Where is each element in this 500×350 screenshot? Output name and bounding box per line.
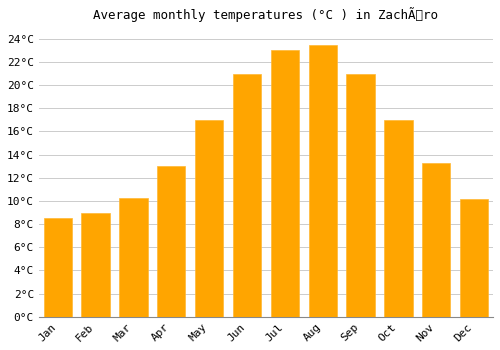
Bar bbox=[422, 163, 450, 317]
Bar bbox=[308, 44, 337, 317]
Bar bbox=[157, 166, 186, 317]
Bar bbox=[195, 120, 224, 317]
Title: Average monthly temperatures (°C ) in ZachÃro: Average monthly temperatures (°C ) in Za… bbox=[94, 7, 438, 22]
Bar bbox=[119, 197, 148, 317]
Bar bbox=[460, 199, 488, 317]
Bar bbox=[270, 50, 299, 317]
Bar bbox=[346, 74, 375, 317]
Bar bbox=[233, 74, 261, 317]
Bar bbox=[384, 120, 412, 317]
Bar bbox=[82, 212, 110, 317]
Bar bbox=[44, 218, 72, 317]
